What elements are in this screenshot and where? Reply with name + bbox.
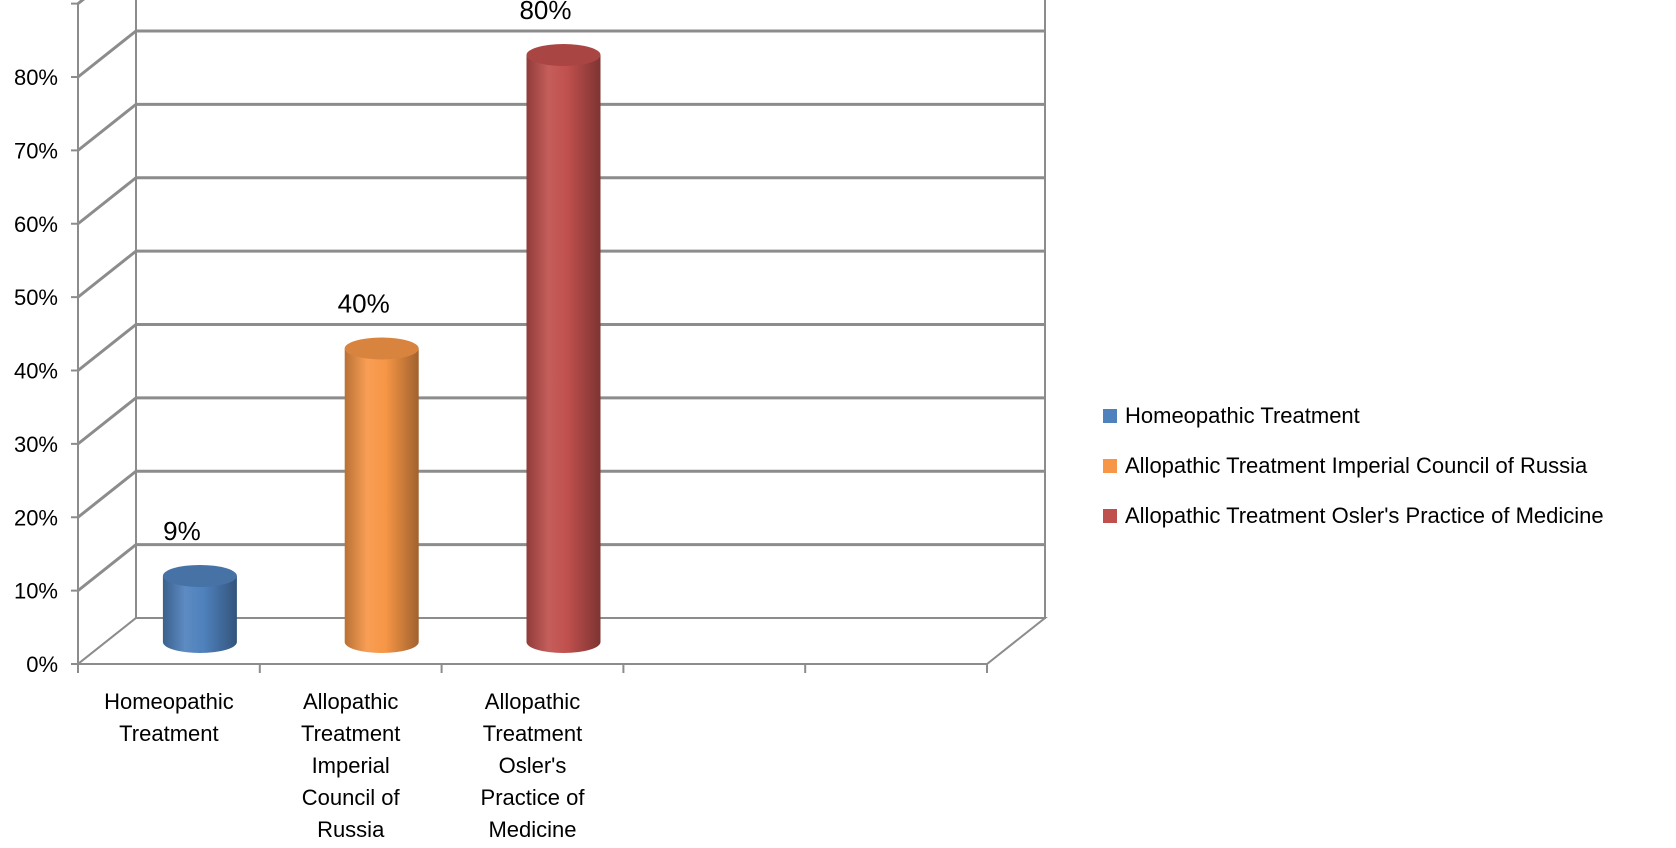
category-label-line: Practice of	[481, 785, 586, 810]
gridline	[77, 396, 1045, 446]
bar-1	[162, 564, 237, 654]
legend-swatch	[1103, 409, 1117, 423]
data-label: 9%	[163, 516, 201, 546]
bar-body	[526, 55, 601, 654]
bar-body	[344, 348, 419, 654]
category-label-line: Medicine	[488, 817, 576, 842]
bar-3	[526, 44, 601, 654]
gridline	[77, 176, 1045, 225]
category-label: Allopathic Treatment Osler's Practice of Med…	[481, 689, 586, 842]
legend-label: Allopathic Treatment Osler's Practice of…	[1125, 503, 1604, 528]
category-label-line: Treatment	[119, 721, 218, 746]
category-label-line: Osler's	[499, 753, 567, 778]
data-label: 40%	[338, 289, 390, 319]
gridline	[77, 543, 1045, 592]
legend-label: Homeopathic Treatment	[1125, 403, 1360, 428]
bar-body	[162, 575, 237, 654]
legend-item: Allopathic Treatment Imperial Council of…	[1103, 453, 1588, 478]
y-tick-label: 10%	[14, 579, 58, 604]
legend-swatch	[1103, 459, 1117, 473]
bar-top	[344, 337, 419, 360]
category-label-line: Council of	[302, 785, 401, 810]
legend-label: Allopathic Treatment Imperial Council of…	[1125, 453, 1588, 478]
category-label-line: Allopathic	[485, 689, 580, 714]
y-tick-label: 70%	[14, 138, 58, 163]
data-label: 80%	[519, 0, 571, 25]
y-tick-label: 0%	[26, 652, 58, 677]
category-label-line: Allopathic	[303, 689, 398, 714]
legend-swatch	[1103, 509, 1117, 523]
category-label-line: Treatment	[301, 721, 400, 746]
category-label: Allopathic Treatment Imperial Council of Rus…	[301, 689, 401, 842]
category-label: Homeopathic Treatment	[104, 689, 234, 746]
category-label-line: Homeopathic	[104, 689, 234, 714]
y-tick-label: 80%	[14, 65, 58, 90]
gridline	[77, 249, 1045, 299]
category-label-line: Imperial	[312, 753, 390, 778]
y-tick-label: 40%	[14, 359, 58, 384]
gridline	[77, 469, 1045, 519]
y-tick-label: 60%	[14, 212, 58, 237]
gridline	[77, 29, 1045, 79]
y-tick-label: 50%	[14, 285, 58, 310]
legend-item: Homeopathic Treatment	[1103, 403, 1360, 428]
bar-top	[162, 564, 237, 587]
legend-item: Allopathic Treatment Osler's Practice of…	[1103, 503, 1604, 528]
category-label-line: Treatment	[483, 721, 582, 746]
y-tick-label: 30%	[14, 432, 58, 457]
y-tick-label: 20%	[14, 505, 58, 530]
gridline	[77, 102, 1045, 152]
category-label-line: Russia	[317, 817, 385, 842]
bar-2	[344, 337, 419, 654]
gridline	[77, 323, 1045, 372]
bar-top	[526, 44, 601, 66]
